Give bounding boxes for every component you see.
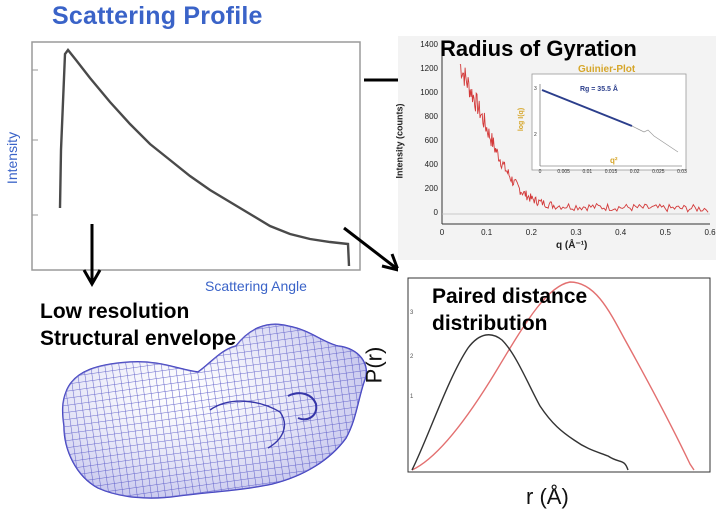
pr-chart: 3 2 1 bbox=[398, 268, 718, 478]
guinier-inset-x-tick: 0.03 bbox=[677, 169, 687, 175]
guinier-title: Radius of Gyration bbox=[440, 36, 637, 61]
guinier-x-tick: 0.1 bbox=[481, 228, 493, 237]
guinier-x-tick: 0.2 bbox=[526, 228, 538, 237]
guinier-x-tick: 0.6 bbox=[704, 228, 716, 237]
scattering-title: Scattering Profile bbox=[52, 2, 263, 30]
svg-text:2: 2 bbox=[534, 132, 537, 138]
guinier-y-tick: 200 bbox=[425, 184, 439, 193]
guinier-y-tick: 800 bbox=[425, 112, 439, 121]
svg-text:3: 3 bbox=[534, 86, 537, 92]
guinier-x-tick: 0 bbox=[440, 228, 445, 237]
guinier-y-tick: 1400 bbox=[420, 40, 438, 49]
guinier-inset-x-tick: 0.02 bbox=[630, 169, 640, 175]
envelope-label: Low resolution Structural envelope bbox=[40, 298, 236, 352]
guinier-xlabel: q (Å⁻¹) bbox=[556, 240, 588, 251]
svg-text:2: 2 bbox=[410, 354, 414, 360]
guinier-y-ticks: 0 200 400 600 800 1000 1200 1400 bbox=[420, 40, 438, 217]
guinier-axes bbox=[441, 44, 710, 225]
guinier-inset-x-tick: 0.025 bbox=[652, 169, 665, 175]
guinier-inset-x-tick: 0.015 bbox=[605, 169, 618, 175]
pr-title-line2: distribution bbox=[432, 312, 548, 335]
guinier-x-ticks: 0 0.1 0.2 0.3 0.4 0.5 0.6 bbox=[440, 228, 716, 237]
guinier-x-tick: 0.5 bbox=[660, 228, 672, 237]
arrow-diagonal bbox=[343, 226, 401, 273]
guinier-inset-x-tick: 0.005 bbox=[557, 169, 570, 175]
guinier-y-tick: 400 bbox=[425, 160, 439, 169]
guinier-inset-ylabel: log I(q) bbox=[518, 107, 526, 132]
guinier-inset-xlabel: q² bbox=[610, 156, 618, 165]
scattering-xlabel: Scattering Angle bbox=[205, 278, 307, 294]
guinier-y-tick: 0 bbox=[434, 208, 439, 217]
pr-title-line1: Paired distance bbox=[432, 285, 588, 308]
scattering-profile-chart bbox=[30, 40, 364, 276]
scattering-curve bbox=[58, 48, 351, 267]
pr-curve-black bbox=[411, 334, 629, 471]
svg-text:1: 1 bbox=[410, 394, 414, 400]
envelope-label-line1: Low resolution bbox=[40, 300, 190, 323]
guinier-fit-line bbox=[541, 89, 633, 127]
pr-title: Paired distance distribution bbox=[432, 283, 587, 337]
guinier-y-tick: 1200 bbox=[420, 64, 438, 73]
guinier-annotation: Rg = 35.5 Å bbox=[580, 86, 618, 93]
guinier-ylabel: Intensity (counts) bbox=[394, 103, 405, 179]
pr-ylabel: P(r) bbox=[361, 346, 387, 384]
guinier-inset-x-tick: 0.01 bbox=[582, 169, 592, 175]
guinier-x-tick: 0.4 bbox=[615, 228, 627, 237]
guinier-x-tick: 0.3 bbox=[570, 228, 582, 237]
pr-xlabel: r (Å) bbox=[526, 484, 569, 509]
guinier-inset-data bbox=[631, 125, 679, 153]
scattering-frame bbox=[31, 41, 361, 271]
envelope-label-line2: Structural envelope bbox=[40, 327, 237, 350]
guinier-inset-x-tick: 0 bbox=[539, 169, 542, 175]
structural-envelope-mesh bbox=[61, 323, 367, 499]
guinier-y-tick: 1000 bbox=[420, 88, 438, 97]
scattering-ylabel: Intensity bbox=[4, 131, 21, 185]
guinier-panel: 0 200 400 600 800 1000 1200 1400 0 0.1 0.2 0.3 0.4 0… bbox=[394, 36, 716, 260]
guinier-inset-title: Guinier-Plot bbox=[578, 64, 636, 75]
svg-text:3: 3 bbox=[410, 310, 414, 316]
pr-curve-red bbox=[411, 281, 695, 471]
guinier-inset: 0 0.005 0.01 0.015 0.02 0.025 0.03 3 2 bbox=[531, 73, 687, 175]
arrow-down bbox=[82, 224, 102, 288]
guinier-y-tick: 600 bbox=[425, 136, 439, 145]
guinier-curve bbox=[459, 64, 709, 213]
